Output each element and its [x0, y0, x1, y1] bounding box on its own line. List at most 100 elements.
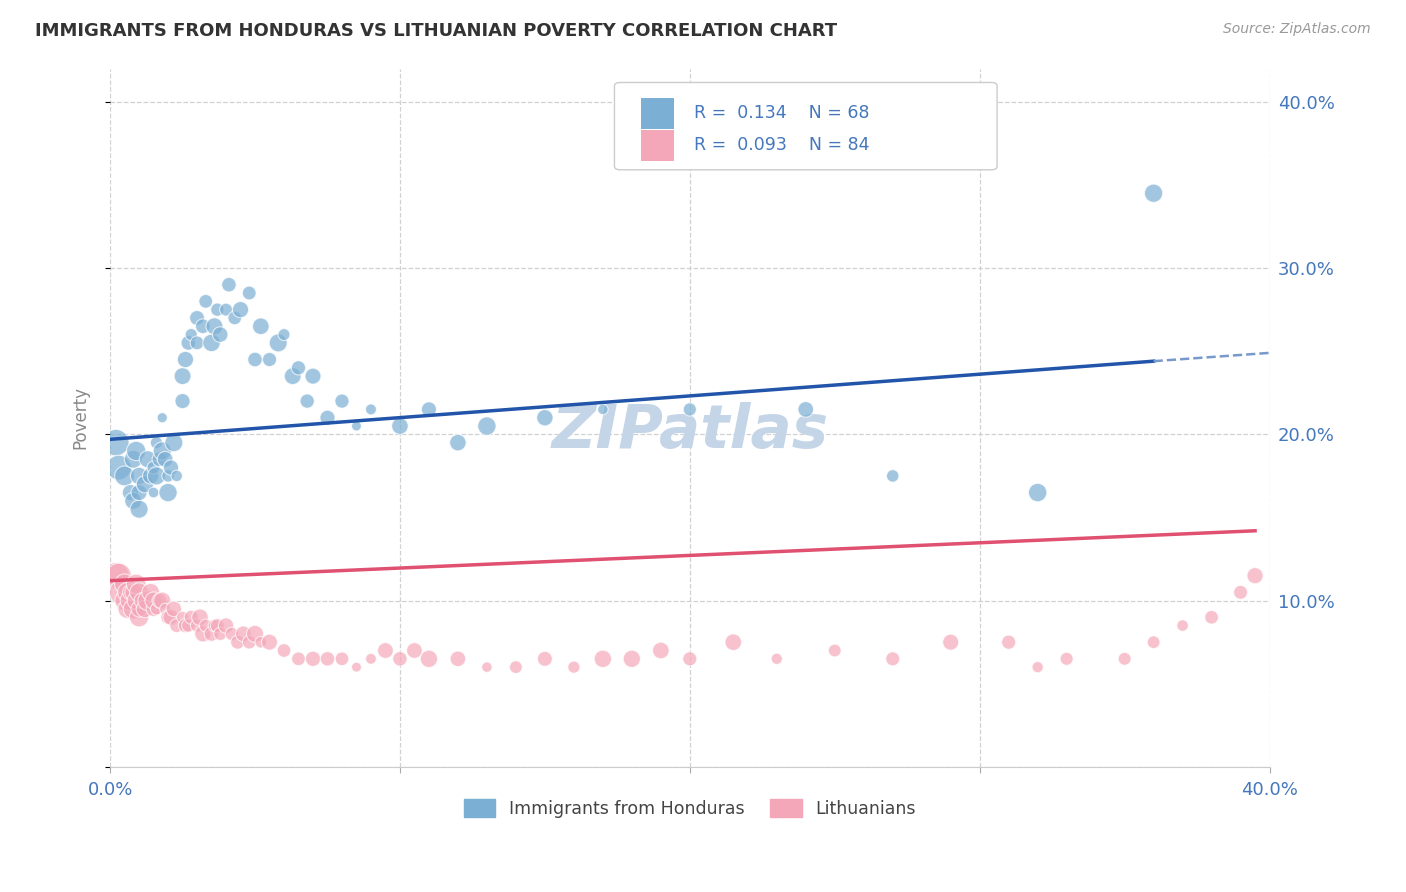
Point: [145, 602, 167, 616]
Point: [249, 635, 271, 649]
Point: [505, 660, 527, 674]
Text: ZIPatlas: ZIPatlas: [551, 402, 828, 461]
Point: [243, 627, 266, 641]
Point: [174, 618, 197, 632]
Point: [218, 277, 240, 292]
Point: [765, 652, 787, 666]
Point: [186, 335, 208, 350]
Point: [679, 402, 702, 417]
Point: [136, 452, 159, 467]
Point: [128, 502, 150, 516]
Point: [128, 602, 150, 616]
Point: [330, 394, 353, 409]
Point: [120, 585, 142, 599]
Point: [447, 652, 470, 666]
Point: [215, 302, 238, 317]
Point: [139, 585, 162, 599]
Point: [207, 618, 229, 632]
Point: [114, 577, 136, 591]
Point: [136, 593, 159, 607]
Point: [160, 460, 183, 475]
Point: [114, 469, 136, 483]
Point: [316, 410, 339, 425]
Point: [1026, 485, 1049, 500]
Point: [209, 327, 232, 342]
Point: [172, 369, 194, 384]
Point: [447, 435, 470, 450]
Point: [475, 660, 498, 674]
Point: [125, 577, 148, 591]
Point: [650, 643, 672, 657]
Point: [177, 335, 200, 350]
Point: [346, 419, 368, 434]
Point: [794, 402, 817, 417]
Point: [1201, 610, 1223, 624]
Point: [204, 618, 226, 632]
Point: [122, 602, 145, 616]
Point: [153, 602, 176, 616]
Point: [128, 485, 150, 500]
Point: [125, 444, 148, 458]
Point: [157, 610, 180, 624]
Point: [188, 610, 211, 624]
Point: [148, 593, 170, 607]
Text: IMMIGRANTS FROM HONDURAS VS LITHUANIAN POVERTY CORRELATION CHART: IMMIGRANTS FROM HONDURAS VS LITHUANIAN P…: [35, 22, 838, 40]
Point: [142, 602, 165, 616]
Point: [180, 327, 202, 342]
Point: [259, 635, 281, 649]
Point: [534, 652, 557, 666]
Point: [139, 469, 162, 483]
Point: [281, 369, 304, 384]
Point: [104, 568, 127, 582]
Point: [128, 585, 150, 599]
Point: [346, 660, 368, 674]
Point: [232, 627, 254, 641]
Point: [120, 593, 142, 607]
Point: [226, 635, 249, 649]
Point: [1114, 652, 1136, 666]
Point: [229, 302, 252, 317]
Point: [148, 452, 170, 467]
Point: [194, 294, 217, 309]
Point: [150, 444, 173, 458]
Point: [238, 635, 260, 649]
Point: [388, 419, 411, 434]
Point: [388, 652, 411, 666]
Point: [287, 360, 309, 375]
Point: [238, 285, 260, 300]
Point: [166, 469, 188, 483]
Point: [150, 593, 173, 607]
Point: [145, 435, 167, 450]
Point: [360, 652, 382, 666]
Point: [157, 469, 180, 483]
Point: [360, 402, 382, 417]
Text: Source: ZipAtlas.com: Source: ZipAtlas.com: [1223, 22, 1371, 37]
Point: [128, 610, 150, 624]
Text: R =  0.134    N = 68: R = 0.134 N = 68: [695, 104, 870, 122]
Point: [1026, 660, 1049, 674]
Point: [142, 593, 165, 607]
Text: R =  0.093    N = 84: R = 0.093 N = 84: [695, 136, 870, 154]
Point: [592, 652, 614, 666]
Point: [142, 460, 165, 475]
Point: [111, 585, 134, 599]
Point: [723, 635, 745, 649]
Point: [302, 369, 325, 384]
Point: [134, 602, 156, 616]
Point: [330, 652, 353, 666]
FancyBboxPatch shape: [614, 82, 997, 169]
Point: [939, 635, 962, 649]
Legend: Immigrants from Honduras, Lithuanians: Immigrants from Honduras, Lithuanians: [457, 792, 922, 824]
Point: [824, 643, 846, 657]
Point: [128, 469, 150, 483]
Point: [475, 419, 498, 434]
Point: [215, 618, 238, 632]
Point: [157, 485, 180, 500]
Point: [207, 302, 229, 317]
Point: [209, 627, 232, 641]
Point: [287, 652, 309, 666]
Point: [316, 652, 339, 666]
FancyBboxPatch shape: [641, 97, 673, 129]
Point: [174, 352, 197, 367]
Point: [267, 335, 290, 350]
